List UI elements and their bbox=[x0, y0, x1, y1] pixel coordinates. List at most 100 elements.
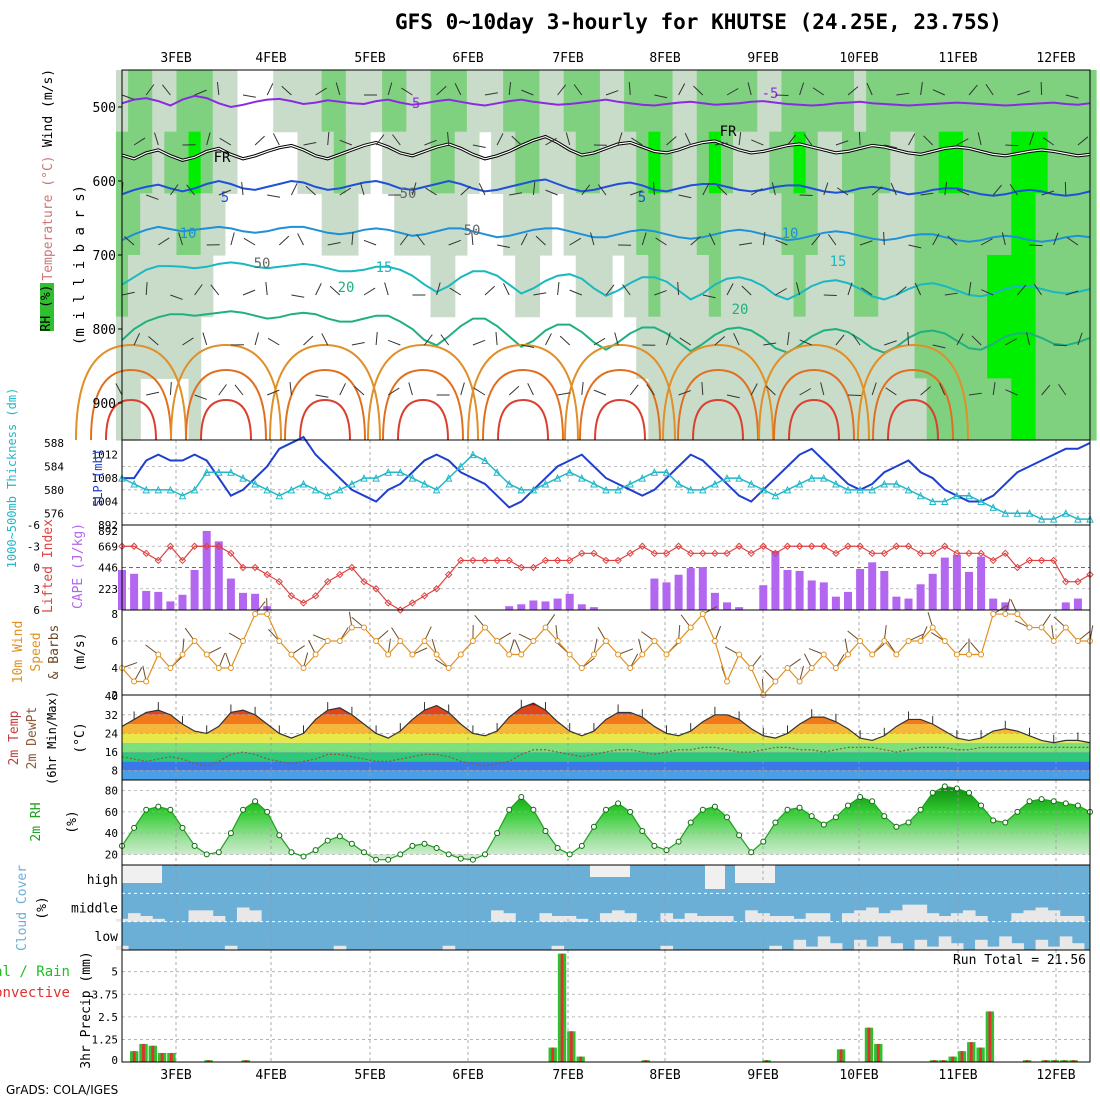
rh-cell bbox=[926, 255, 940, 318]
thickness-marker bbox=[323, 491, 332, 500]
wind-barb bbox=[454, 83, 462, 96]
wind-barb bbox=[533, 292, 547, 296]
precip-conv-bar bbox=[551, 1047, 555, 1062]
rh-cell bbox=[902, 316, 916, 379]
wind-barb bbox=[460, 185, 471, 196]
rh-cell bbox=[1059, 70, 1073, 133]
cape-bar bbox=[710, 592, 719, 610]
wind-barb bbox=[436, 282, 441, 296]
li-marker bbox=[420, 592, 429, 600]
wind-barb bbox=[932, 89, 946, 96]
wind-speed-marker bbox=[252, 611, 259, 618]
rh-marker bbox=[1014, 808, 1021, 815]
wind-speed-marker bbox=[578, 665, 585, 672]
wind-barb bbox=[944, 292, 958, 296]
rh-cell bbox=[527, 131, 541, 194]
rh-cell bbox=[212, 193, 226, 256]
cloud-middle-bar bbox=[152, 918, 165, 922]
thickness-marker bbox=[251, 479, 259, 488]
thickness-marker bbox=[577, 473, 586, 482]
cape-bar bbox=[154, 591, 163, 610]
wind-barb bbox=[565, 132, 571, 146]
cape-bar bbox=[226, 578, 235, 610]
rh-marker bbox=[421, 840, 428, 847]
wind-speed-marker bbox=[736, 651, 743, 658]
rh-cell bbox=[950, 193, 964, 256]
rh-cell bbox=[926, 193, 940, 256]
rh-marker bbox=[179, 824, 186, 831]
wind-barb bbox=[471, 232, 474, 246]
wind-barb bbox=[327, 242, 341, 246]
cape-bar bbox=[662, 582, 671, 610]
wind-barb bbox=[920, 82, 923, 96]
wind-barb bbox=[424, 139, 437, 146]
wind-barb bbox=[303, 335, 314, 346]
wind-speed-marker bbox=[469, 638, 476, 645]
warm-isotherm bbox=[677, 368, 759, 441]
rh-cell bbox=[866, 255, 879, 318]
cloud-low-bar bbox=[950, 943, 964, 950]
rh-marker bbox=[1026, 798, 1033, 805]
precip-conv-bar bbox=[867, 1027, 871, 1062]
rh-marker bbox=[482, 851, 488, 858]
bottom-date-label: 10FEB bbox=[839, 1068, 878, 1083]
rh-cell bbox=[575, 193, 589, 256]
li-tick: 6 bbox=[33, 604, 40, 617]
rh-marker bbox=[796, 804, 803, 811]
thickness-marker bbox=[408, 473, 417, 482]
rh-cell bbox=[962, 255, 976, 318]
thickness-marker bbox=[892, 479, 901, 488]
temp-axis-label-4: (°C) bbox=[73, 722, 88, 753]
cape-bar bbox=[904, 598, 913, 610]
rh-cell bbox=[805, 378, 819, 441]
rh-cell bbox=[527, 255, 541, 318]
rh-cell bbox=[866, 193, 879, 256]
rh-cell bbox=[128, 255, 141, 318]
warm-isotherm bbox=[564, 343, 676, 441]
wind-barb bbox=[847, 282, 853, 296]
wind-barb bbox=[690, 236, 701, 246]
temp-axis-label-3: (6hr Min/Max) bbox=[45, 691, 59, 785]
precip-conv-bar bbox=[132, 1051, 136, 1062]
rh-marker bbox=[1074, 802, 1081, 809]
wind-barb bbox=[1077, 136, 1089, 146]
wind-barb bbox=[968, 84, 978, 96]
wind-speed-marker bbox=[1074, 638, 1081, 645]
rh-cell bbox=[333, 193, 347, 256]
li-marker bbox=[686, 549, 695, 558]
rh-cell bbox=[987, 193, 1000, 256]
rh-cell bbox=[1011, 193, 1025, 256]
rh-cell bbox=[708, 378, 722, 441]
bottom-date-label: 11FEB bbox=[938, 1068, 977, 1083]
li-marker bbox=[202, 542, 211, 550]
wind-barb bbox=[241, 182, 244, 196]
li-marker bbox=[747, 549, 755, 558]
li-marker bbox=[820, 542, 828, 550]
rh-marker bbox=[167, 806, 174, 813]
cape-bar bbox=[965, 571, 973, 610]
cloud-middle-bar bbox=[902, 904, 916, 922]
rh-cell bbox=[636, 70, 649, 133]
wind-speed-marker bbox=[1002, 611, 1009, 618]
rh-cell bbox=[841, 70, 855, 133]
wind-barb bbox=[265, 282, 268, 296]
wind-barb bbox=[593, 337, 606, 346]
top-date-label: 12FEB bbox=[1036, 51, 1075, 66]
thickness-marker bbox=[493, 468, 501, 476]
rh-cell bbox=[176, 193, 190, 256]
rh-cell bbox=[769, 70, 783, 133]
li-marker bbox=[505, 556, 513, 565]
rh-cell bbox=[902, 193, 916, 256]
thickness-marker bbox=[868, 485, 877, 494]
wind-speed-marker bbox=[518, 651, 525, 658]
rh-cell bbox=[539, 193, 553, 256]
wind-speed-marker bbox=[953, 651, 960, 658]
rh-cell bbox=[1011, 131, 1025, 194]
rh-cell bbox=[478, 70, 492, 133]
li-marker bbox=[154, 556, 163, 565]
wind-barb bbox=[281, 85, 292, 96]
warm-isotherm bbox=[872, 368, 954, 441]
wind-barb bbox=[1065, 94, 1079, 99]
